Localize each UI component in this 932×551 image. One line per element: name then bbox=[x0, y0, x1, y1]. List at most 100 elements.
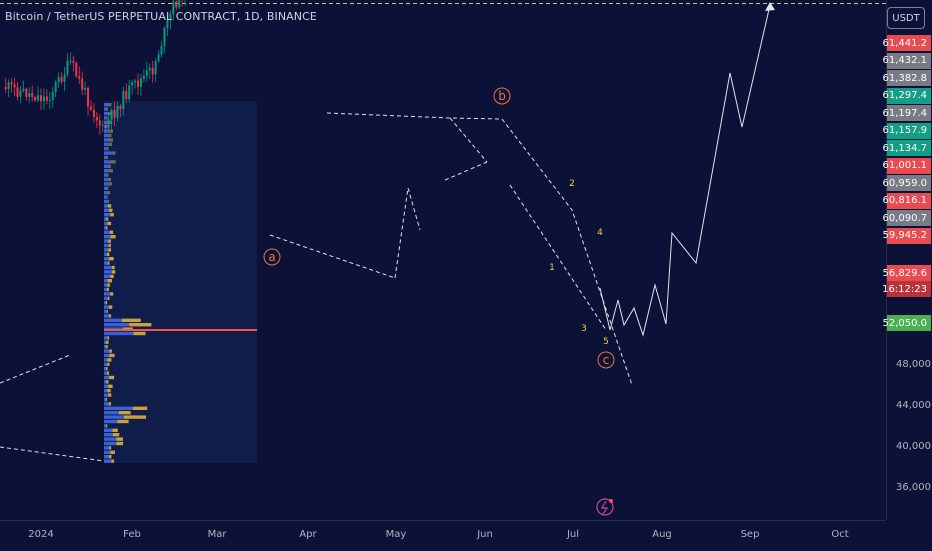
volume-profile-bar bbox=[104, 424, 107, 428]
volume-profile-bar bbox=[104, 296, 108, 300]
volume-profile-bar bbox=[104, 230, 110, 234]
price-label[interactable]: 60,816.1 bbox=[882, 192, 931, 209]
event-bolt-icon bbox=[596, 498, 614, 516]
price-label[interactable]: 59,945.2 bbox=[882, 227, 931, 244]
price-tick-label: 36,000.0 bbox=[896, 482, 932, 493]
bar-countdown-label[interactable]: 16:12:23 bbox=[882, 281, 931, 297]
volume-profile-bar bbox=[104, 182, 109, 186]
volume-profile-bar bbox=[104, 283, 108, 287]
volume-profile-bar bbox=[109, 353, 115, 358]
current-price-label[interactable]: 56,829.6 bbox=[882, 265, 931, 281]
volume-profile-bar bbox=[104, 340, 107, 344]
price-label[interactable]: 61,157.9 bbox=[882, 122, 931, 139]
wave-a-lower-line bbox=[269, 234, 396, 279]
candle-body bbox=[116, 106, 119, 118]
price-tick-label: 48,000.0 bbox=[896, 359, 932, 370]
candle-body bbox=[125, 90, 128, 100]
price-label[interactable]: 61,432.1 bbox=[882, 52, 931, 69]
candle-body bbox=[31, 93, 34, 97]
volume-profile-bar bbox=[104, 217, 107, 221]
volume-profile-bar bbox=[104, 155, 107, 160]
volume-profile-bar bbox=[104, 208, 109, 212]
volume-profile-bar bbox=[104, 142, 109, 146]
time-tick-label: Mar bbox=[207, 529, 227, 540]
volume-profile-bar bbox=[104, 318, 122, 322]
candle-body bbox=[63, 74, 66, 82]
volume-profile-bar bbox=[106, 397, 108, 402]
volume-profile-bar bbox=[116, 441, 124, 446]
volume-profile-bar bbox=[104, 116, 107, 120]
candle-body bbox=[175, 1, 178, 8]
candle-body bbox=[160, 46, 163, 55]
volume-profile-bar bbox=[104, 375, 109, 380]
volume-profile-bar bbox=[104, 402, 109, 406]
candle-body bbox=[169, 13, 172, 20]
volume-profile-bar bbox=[107, 336, 110, 340]
price-label[interactable]: 60,959.0 bbox=[882, 175, 931, 191]
volume-profile-bar bbox=[104, 301, 106, 305]
volume-profile-bar bbox=[108, 384, 113, 388]
volume-profile-bar bbox=[107, 261, 110, 265]
price-label[interactable]: 61,441.2 bbox=[882, 35, 931, 51]
candle-body bbox=[66, 60, 69, 75]
volume-profile-bar bbox=[110, 213, 114, 217]
time-axis[interactable] bbox=[0, 520, 886, 551]
price-label[interactable]: 61,297.4 bbox=[882, 87, 931, 104]
volume-profile-bar bbox=[104, 419, 118, 424]
price-label[interactable]: 61,134.7 bbox=[882, 140, 931, 156]
price-label[interactable]: 61,382.8 bbox=[882, 70, 931, 86]
volume-profile-bar bbox=[104, 433, 113, 437]
price-label[interactable]: 61,001.1 bbox=[882, 157, 931, 174]
price-label[interactable]: 60,090.7 bbox=[882, 210, 931, 226]
time-tick-label: Feb bbox=[123, 529, 141, 540]
volume-profile-bar bbox=[104, 397, 107, 402]
candle-body bbox=[101, 124, 104, 126]
descending-channel-lower bbox=[509, 184, 607, 331]
volume-profile-bar bbox=[104, 362, 108, 366]
price-label[interactable]: 61,197.4 bbox=[882, 105, 931, 121]
candle-body bbox=[92, 109, 95, 117]
volume-profile-bar bbox=[104, 120, 109, 124]
volume-profile-bar bbox=[104, 437, 117, 441]
candle-body bbox=[10, 82, 13, 85]
volume-profile-bar bbox=[104, 305, 109, 309]
volume-profile-bar bbox=[104, 213, 111, 217]
volume-profile-bar bbox=[104, 257, 109, 261]
projected-price-path bbox=[599, 4, 771, 337]
candle-body bbox=[45, 96, 48, 101]
wave-label-c: c bbox=[603, 353, 610, 367]
candle-body bbox=[81, 78, 84, 90]
candle-body bbox=[16, 87, 19, 97]
volume-profile-bar bbox=[112, 270, 116, 274]
candle-body bbox=[148, 67, 151, 71]
volume-profile-bar bbox=[105, 226, 108, 230]
volume-profile-bar bbox=[104, 107, 107, 111]
volume-profile-bar bbox=[106, 371, 110, 375]
candle-body bbox=[40, 95, 42, 102]
volume-profile-bar bbox=[104, 353, 110, 358]
volume-profile-bar bbox=[104, 380, 107, 384]
volume-profile-bar bbox=[106, 147, 109, 151]
currency-button[interactable]: USDT bbox=[887, 7, 925, 29]
wave-label-a: a bbox=[268, 250, 275, 264]
level-price-label[interactable]: 52,050.0 bbox=[882, 315, 931, 331]
volume-profile-bar bbox=[104, 186, 107, 190]
candle-body bbox=[69, 60, 72, 62]
volume-profile-bar bbox=[110, 292, 114, 296]
volume-profile-bar bbox=[104, 349, 110, 353]
time-tick-label: Oct bbox=[831, 529, 849, 540]
volume-profile-bar bbox=[104, 446, 110, 450]
symbol-title: Bitcoin / TetherUS PERPETUAL CONTRACT, 1… bbox=[5, 10, 317, 23]
volume-profile-bar bbox=[118, 411, 131, 415]
channel-line bbox=[0, 446, 105, 462]
volume-profile-bar bbox=[104, 191, 108, 195]
volume-profile-bar bbox=[106, 309, 108, 314]
volume-profile-bar bbox=[106, 116, 108, 120]
volume-profile-bar bbox=[106, 217, 109, 221]
candle-body bbox=[122, 90, 125, 110]
volume-profile-bar bbox=[104, 274, 111, 278]
volume-profile-bar bbox=[106, 340, 109, 344]
event-bolt-glyph bbox=[600, 500, 609, 515]
